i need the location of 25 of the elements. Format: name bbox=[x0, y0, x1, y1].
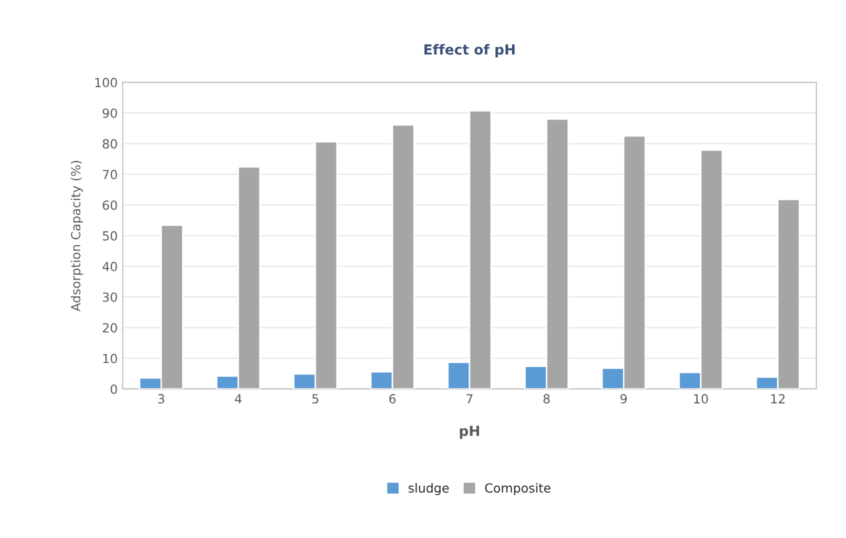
y-tick-label: 80 bbox=[102, 139, 117, 149]
y-tick-label: 70 bbox=[102, 170, 117, 180]
y-tick-label: 60 bbox=[102, 200, 117, 210]
y-tick-label: 0 bbox=[110, 384, 117, 394]
x-tick-label: 4 bbox=[234, 394, 242, 404]
x-tick-label: 12 bbox=[771, 394, 785, 404]
x-tick-label: 8 bbox=[543, 394, 550, 404]
y-tick-label: 100 bbox=[95, 78, 117, 88]
x-axis-title: pH bbox=[460, 426, 480, 439]
y-axis-title: Adsorption Capacity (%) bbox=[70, 160, 83, 312]
x-tick-label: 5 bbox=[312, 394, 318, 404]
y-tick-label: 90 bbox=[102, 108, 117, 118]
y-tick-label: 10 bbox=[103, 354, 117, 364]
y-tick-label: 50 bbox=[102, 231, 117, 241]
x-tick-label: 9 bbox=[620, 394, 627, 404]
y-tick-label: 30 bbox=[102, 292, 117, 302]
x-tick-label: 7 bbox=[466, 394, 472, 404]
y-tick-label: 40 bbox=[102, 262, 117, 272]
x-tick-label: 6 bbox=[389, 394, 396, 404]
y-tick-label: 20 bbox=[102, 323, 117, 333]
x-tick-label: 10 bbox=[694, 394, 708, 404]
x-tick-label: 3 bbox=[158, 394, 164, 404]
legend-label: Composite bbox=[485, 483, 550, 496]
chart-title: Effect of pH bbox=[424, 44, 515, 58]
legend-label: sludge bbox=[408, 483, 449, 496]
